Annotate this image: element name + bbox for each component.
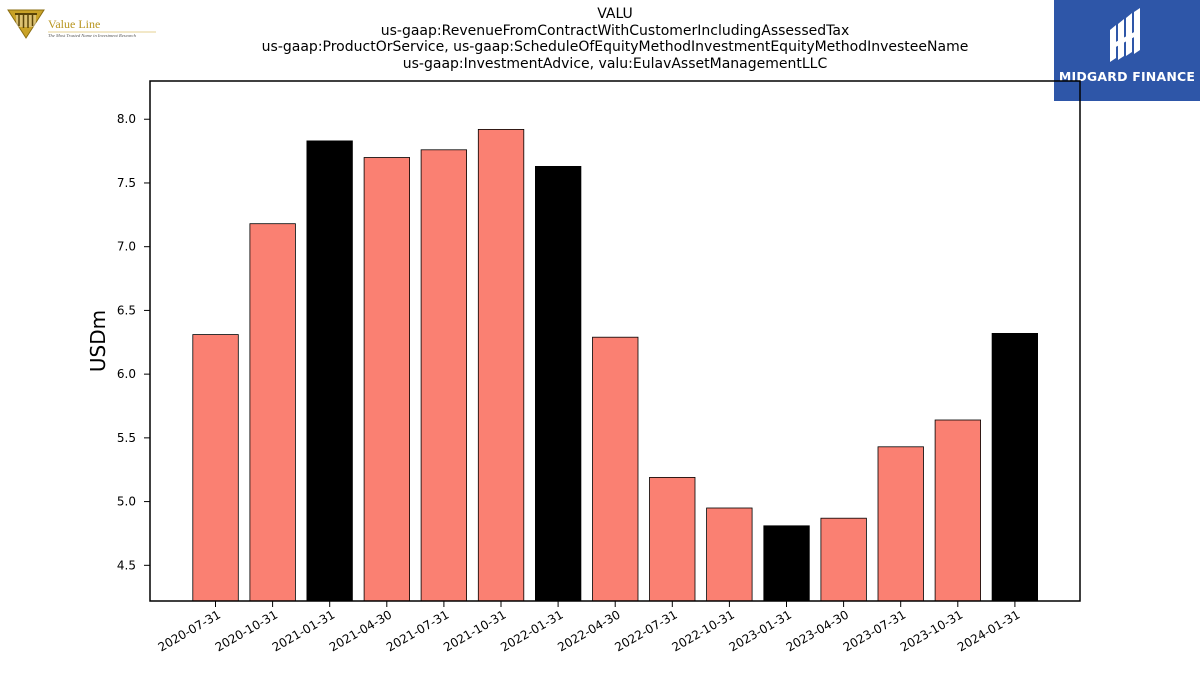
bar-2020-10-31	[249, 223, 296, 602]
bar-2021-07-31	[420, 149, 468, 602]
x-tick-label: 2021-04-30	[327, 607, 394, 654]
value-line-emblem-icon	[7, 9, 45, 39]
chart-title-line: VALU	[597, 6, 633, 22]
x-tick-label: 2022-10-31	[669, 607, 736, 654]
plot-frame	[149, 80, 1081, 602]
bar-2022-07-31	[649, 476, 696, 602]
y-tick-label: 6.0	[117, 367, 136, 381]
bar-series	[192, 128, 1038, 602]
bar-2022-01-31	[535, 165, 582, 602]
x-tick-label: 2023-07-31	[841, 607, 908, 654]
bar-2023-01-31	[763, 525, 810, 602]
y-tick-label: 6.5	[117, 303, 136, 317]
bar-2022-04-30	[592, 336, 639, 602]
x-tick-label: 2020-07-31	[156, 607, 223, 654]
value-line-logo-tagline: The Most Trusted Name in Investment Rese…	[48, 33, 137, 38]
bar-2020-07-31	[192, 334, 239, 602]
bar-2022-10-31	[706, 507, 753, 602]
y-tick-label: 8.0	[117, 112, 136, 126]
x-tick-label: 2021-01-31	[270, 607, 337, 654]
y-axis: 4.5 5.0 5.5 6.0 6.5 7.0 7.5 8.0	[117, 112, 150, 572]
x-axis: 2020-07-312020-10-312021-01-312021-04-30…	[156, 601, 1022, 654]
bar-2023-07-31	[877, 446, 924, 602]
bar-2021-04-30	[363, 157, 411, 602]
y-axis-label: USDm	[86, 310, 110, 372]
midgard-finance-logo: MIDGARD FINANCE	[1054, 0, 1200, 101]
chart-title: VALU us-gaap:RevenueFromContractWithCust…	[150, 6, 1080, 72]
x-tick-label: 2022-01-31	[498, 607, 565, 654]
midgard-emblem-icon	[1110, 8, 1140, 62]
x-tick-label: 2021-10-31	[441, 607, 508, 654]
x-tick-label: 2021-07-31	[384, 607, 451, 654]
y-tick-label: 4.5	[117, 558, 136, 572]
bar-2024-01-31	[991, 332, 1038, 602]
x-tick-label: 2022-07-31	[612, 607, 679, 654]
bar-2021-10-31	[477, 128, 525, 602]
x-tick-label: 2023-01-31	[727, 607, 794, 654]
chart-title-line: us-gaap:RevenueFromContractWithCustomerI…	[380, 22, 850, 39]
value-line-logo-text: Value Line	[48, 17, 100, 31]
value-line-logo: Value Line The Most Trusted Name in Inve…	[6, 6, 166, 42]
bar-2023-10-31	[934, 419, 981, 602]
x-tick-label: 2022-04-30	[555, 607, 622, 654]
x-tick-label: 2024-01-31	[955, 607, 1022, 654]
x-tick-label: 2020-10-31	[213, 607, 280, 654]
chart-title-line: us-gaap:ProductOrService, us-gaap:Schedu…	[261, 39, 969, 55]
y-tick-label: 7.0	[117, 240, 136, 254]
bar-2021-01-31	[306, 140, 353, 602]
x-tick-label: 2023-04-30	[784, 607, 851, 654]
x-tick-label: 2023-10-31	[898, 607, 965, 654]
y-tick-label: 5.5	[117, 431, 136, 445]
bar-2023-04-30	[820, 517, 867, 602]
y-tick-label: 7.5	[117, 176, 136, 190]
midgard-finance-logo-text: MIDGARD FINANCE	[1058, 69, 1196, 84]
y-tick-label: 5.0	[117, 495, 136, 509]
chart-title-line: us-gaap:InvestmentAdvice, valu:EulavAsse…	[402, 55, 828, 72]
